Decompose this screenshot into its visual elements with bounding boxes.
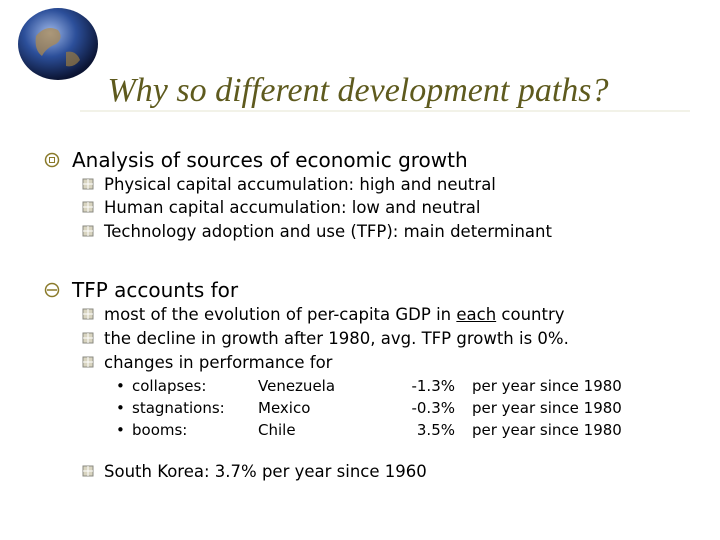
performance-type: stagnations:: [132, 399, 225, 417]
bullet-dot: •: [116, 377, 125, 395]
growth-rate: -0.3%: [411, 399, 455, 417]
sub-bullet-text: Human capital accumulation: low and neut…: [104, 198, 481, 217]
period: per year since 1980: [472, 377, 622, 395]
sub-bullet-text: the decline in growth after 1980, avg. T…: [104, 329, 569, 348]
sub-bullet-icon: [82, 356, 94, 368]
sub-bullet-text: changes in performance for: [104, 353, 333, 372]
sub-bullet-icon: [82, 308, 94, 320]
sub-bullet-icon: [82, 332, 94, 344]
sub-bullet-text: South Korea: 3.7% per year since 1960: [104, 462, 427, 481]
sub-bullet-icon: [82, 225, 94, 237]
bullet-icon: [44, 282, 60, 298]
sub-bullet-icon: [82, 201, 94, 213]
performance-type: booms:: [132, 421, 188, 439]
period: per year since 1980: [472, 399, 622, 417]
sub-bullet-text: Physical capital accumulation: high and …: [104, 175, 496, 194]
globe-icon: [18, 8, 98, 80]
country: Venezuela: [258, 377, 336, 395]
sub-bullet-icon: [82, 178, 94, 190]
country: Mexico: [258, 399, 311, 417]
performance-type: collapses:: [132, 377, 207, 395]
bullet-dot: •: [116, 421, 125, 439]
bullet-text: TFP accounts for: [72, 278, 239, 302]
title-rule: [80, 110, 690, 112]
sub-bullet-text: Technology adoption and use (TFP): main …: [104, 222, 552, 241]
growth-rate: -1.3%: [411, 377, 455, 395]
sub-bullet-icon: [82, 465, 94, 477]
growth-rate: 3.5%: [416, 421, 455, 439]
country: Chile: [258, 421, 296, 439]
text-part: country: [496, 305, 565, 324]
bullet-dot: •: [116, 399, 125, 417]
underlined-word: each: [456, 305, 497, 324]
period: per year since 1980: [472, 421, 622, 439]
bullet-text: Analysis of sources of economic growth: [72, 148, 468, 172]
text-part: most of the evolution of per-capita GDP …: [104, 305, 457, 324]
bullet-icon: [44, 152, 60, 168]
title: Why so different development paths?: [107, 72, 609, 109]
sub-bullet-text: most of the evolution of per-capita GDP …: [104, 305, 565, 324]
